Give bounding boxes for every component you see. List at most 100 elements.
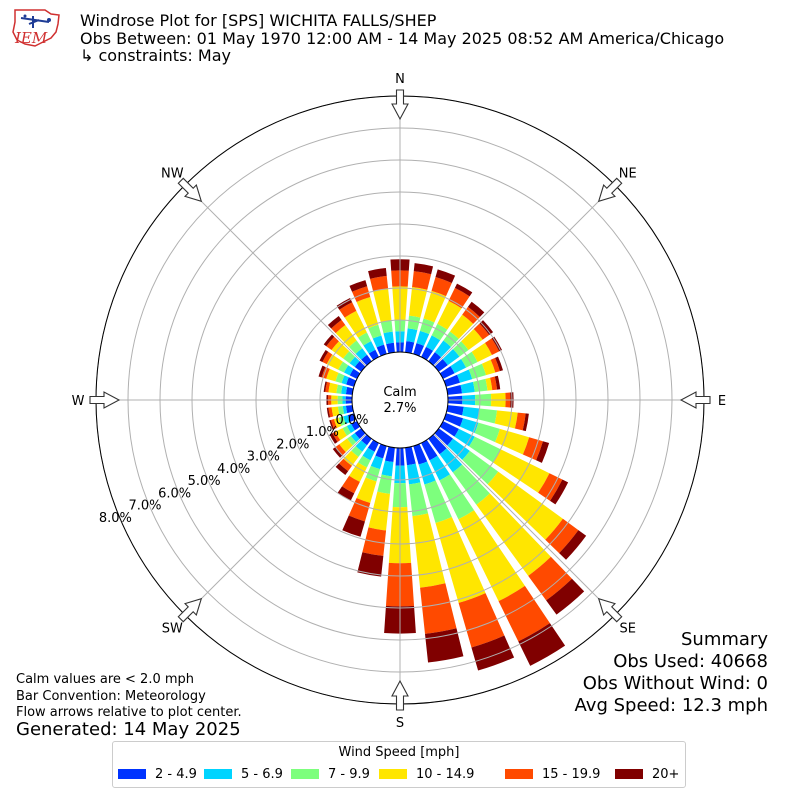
windrose-bar-segment — [473, 323, 490, 340]
windrose-bar-segment — [467, 301, 485, 317]
windrose-bar-segment — [407, 315, 421, 331]
flow-arrow-icon — [597, 597, 623, 623]
summary-avg-speed: Avg Speed: 12.3 mph — [574, 695, 768, 716]
windrose-bar-segment — [318, 365, 326, 378]
windrose-bar-segment — [335, 372, 345, 384]
windrose-bar-segment — [337, 406, 345, 415]
windrose-bar-segment — [449, 314, 474, 339]
windrose-bar-segment — [327, 315, 342, 329]
windrose-bar-segment — [495, 428, 530, 455]
windrose-bar-segment — [426, 335, 441, 351]
windrose-bar-segment — [345, 386, 354, 395]
windrose-bar-segment — [457, 369, 473, 383]
windrose-bar-segment — [498, 585, 550, 642]
legend-item: 10 - 14.9 — [379, 766, 474, 782]
windrose-bar-segment — [343, 450, 359, 466]
windrose-bar-segment — [462, 450, 499, 485]
windrose-bar-segment — [335, 428, 347, 441]
legend-item: 15 - 19.9 — [505, 766, 600, 782]
legend-swatch — [505, 769, 533, 779]
radial-tick-labels: 0.0%1.0%2.0%3.0%4.0%5.0%6.0%7.0%8.0% — [99, 413, 369, 526]
windrose-bar-segment — [325, 381, 331, 393]
windrose-bar-segment — [350, 432, 360, 443]
windrose-bar-segment — [439, 421, 459, 437]
windrose-bar-segment — [471, 342, 492, 362]
windrose-bar-segment — [559, 530, 587, 560]
windrose-bar-segment — [546, 578, 585, 615]
windrose-bar-segment — [458, 510, 525, 602]
windrose-bar-segment — [514, 412, 526, 431]
legend-item: 20+ — [615, 766, 679, 782]
windrose-bar-segment — [356, 297, 379, 329]
calm-percent: 2.7% — [383, 401, 416, 416]
windrose-bar-segment — [331, 341, 350, 359]
grid-spoke — [184, 433, 367, 616]
flow-arrow-icon — [679, 391, 711, 409]
summary-obs-used: Obs Used: 40668 — [613, 651, 768, 672]
flow-arrows-note: Flow arrows relative to plot center. — [16, 705, 242, 720]
windrose-bar-segment — [323, 334, 335, 347]
summary-obs-without-wind: Obs Without Wind: 0 — [582, 673, 768, 694]
windrose-bar-segment — [459, 418, 479, 434]
windrose-bar-segment — [351, 446, 363, 457]
windrose-bar-segment — [490, 376, 498, 391]
flow-arrows — [89, 89, 711, 711]
windrose-bar-segment — [494, 375, 501, 390]
calm-label: Calm — [383, 385, 416, 400]
windrose-bar-segment — [477, 408, 498, 424]
windrose-bar-segment — [485, 377, 493, 391]
windrose-bar-segment — [335, 325, 357, 347]
flow-arrow-shape — [177, 177, 203, 203]
flow-arrow-shape — [391, 89, 409, 121]
chart-title: Windrose Plot for [SPS] WICHITA FALLS/SH… — [80, 11, 437, 30]
compass-label: SE — [619, 622, 635, 637]
windrose-bar-segment — [349, 280, 368, 292]
generated-date: Generated: 14 May 2025 — [16, 719, 241, 740]
windrose-bar-segment — [372, 335, 385, 348]
radial-tick-label: 2.0% — [276, 437, 309, 452]
flow-arrow-icon — [391, 89, 409, 121]
windrose-bar-segment — [348, 498, 371, 522]
windrose-bar-segment — [337, 486, 355, 501]
windrose-bar-segment — [346, 423, 355, 434]
compass-label: NE — [619, 166, 637, 181]
windrose-bar-segment — [367, 439, 379, 452]
legend-swatch — [615, 769, 643, 779]
flow-arrow-icon — [391, 679, 409, 711]
windrose-bar-segment — [355, 348, 368, 360]
windrose-bar-segment — [326, 407, 331, 418]
windrose-bar-segment — [494, 410, 518, 429]
windrose-bar-segment — [413, 443, 428, 465]
windrose-bar-segment — [487, 471, 563, 540]
windrose-bar-segment — [375, 443, 387, 459]
grid-spoke — [433, 433, 616, 616]
windrose-bar-segment — [492, 449, 550, 493]
windrose-bar-segment — [346, 377, 357, 387]
windrose-bar-segment — [409, 482, 429, 517]
windrose-bar-segment — [368, 324, 382, 339]
windrose-bar-segment — [406, 328, 418, 343]
radial-tick-label: 5.0% — [188, 474, 221, 489]
windrose-bar-segment — [319, 350, 329, 362]
windrose-bar-segment — [343, 415, 351, 424]
windrose-bar-segment — [429, 455, 450, 481]
windrose-bar-segment — [326, 336, 339, 351]
windrose-bar-segment — [536, 441, 550, 463]
windrose-bar-segment — [446, 385, 463, 395]
flow-arrow-icon — [89, 391, 121, 409]
windrose-bar-segment — [421, 439, 438, 461]
windrose-bar-segment — [335, 463, 349, 475]
windrose-bar-segment — [528, 556, 572, 601]
windrose-bar-segment — [419, 318, 435, 335]
windrose-bar-segment — [468, 363, 487, 380]
windrose-bar-segment — [448, 287, 470, 309]
compass-label: E — [718, 394, 726, 409]
windrose-bar-segment — [450, 358, 467, 374]
windrose-bar-segment — [437, 300, 462, 330]
bar-convention-note: Bar Convention: Meteorology — [16, 689, 206, 704]
windrose-bar-segment — [341, 475, 360, 494]
grid-spoke — [433, 184, 616, 367]
windrose-bar-segment — [443, 413, 464, 427]
windrose-bar-segment — [339, 302, 357, 318]
windrose-bar-segment — [330, 419, 338, 430]
